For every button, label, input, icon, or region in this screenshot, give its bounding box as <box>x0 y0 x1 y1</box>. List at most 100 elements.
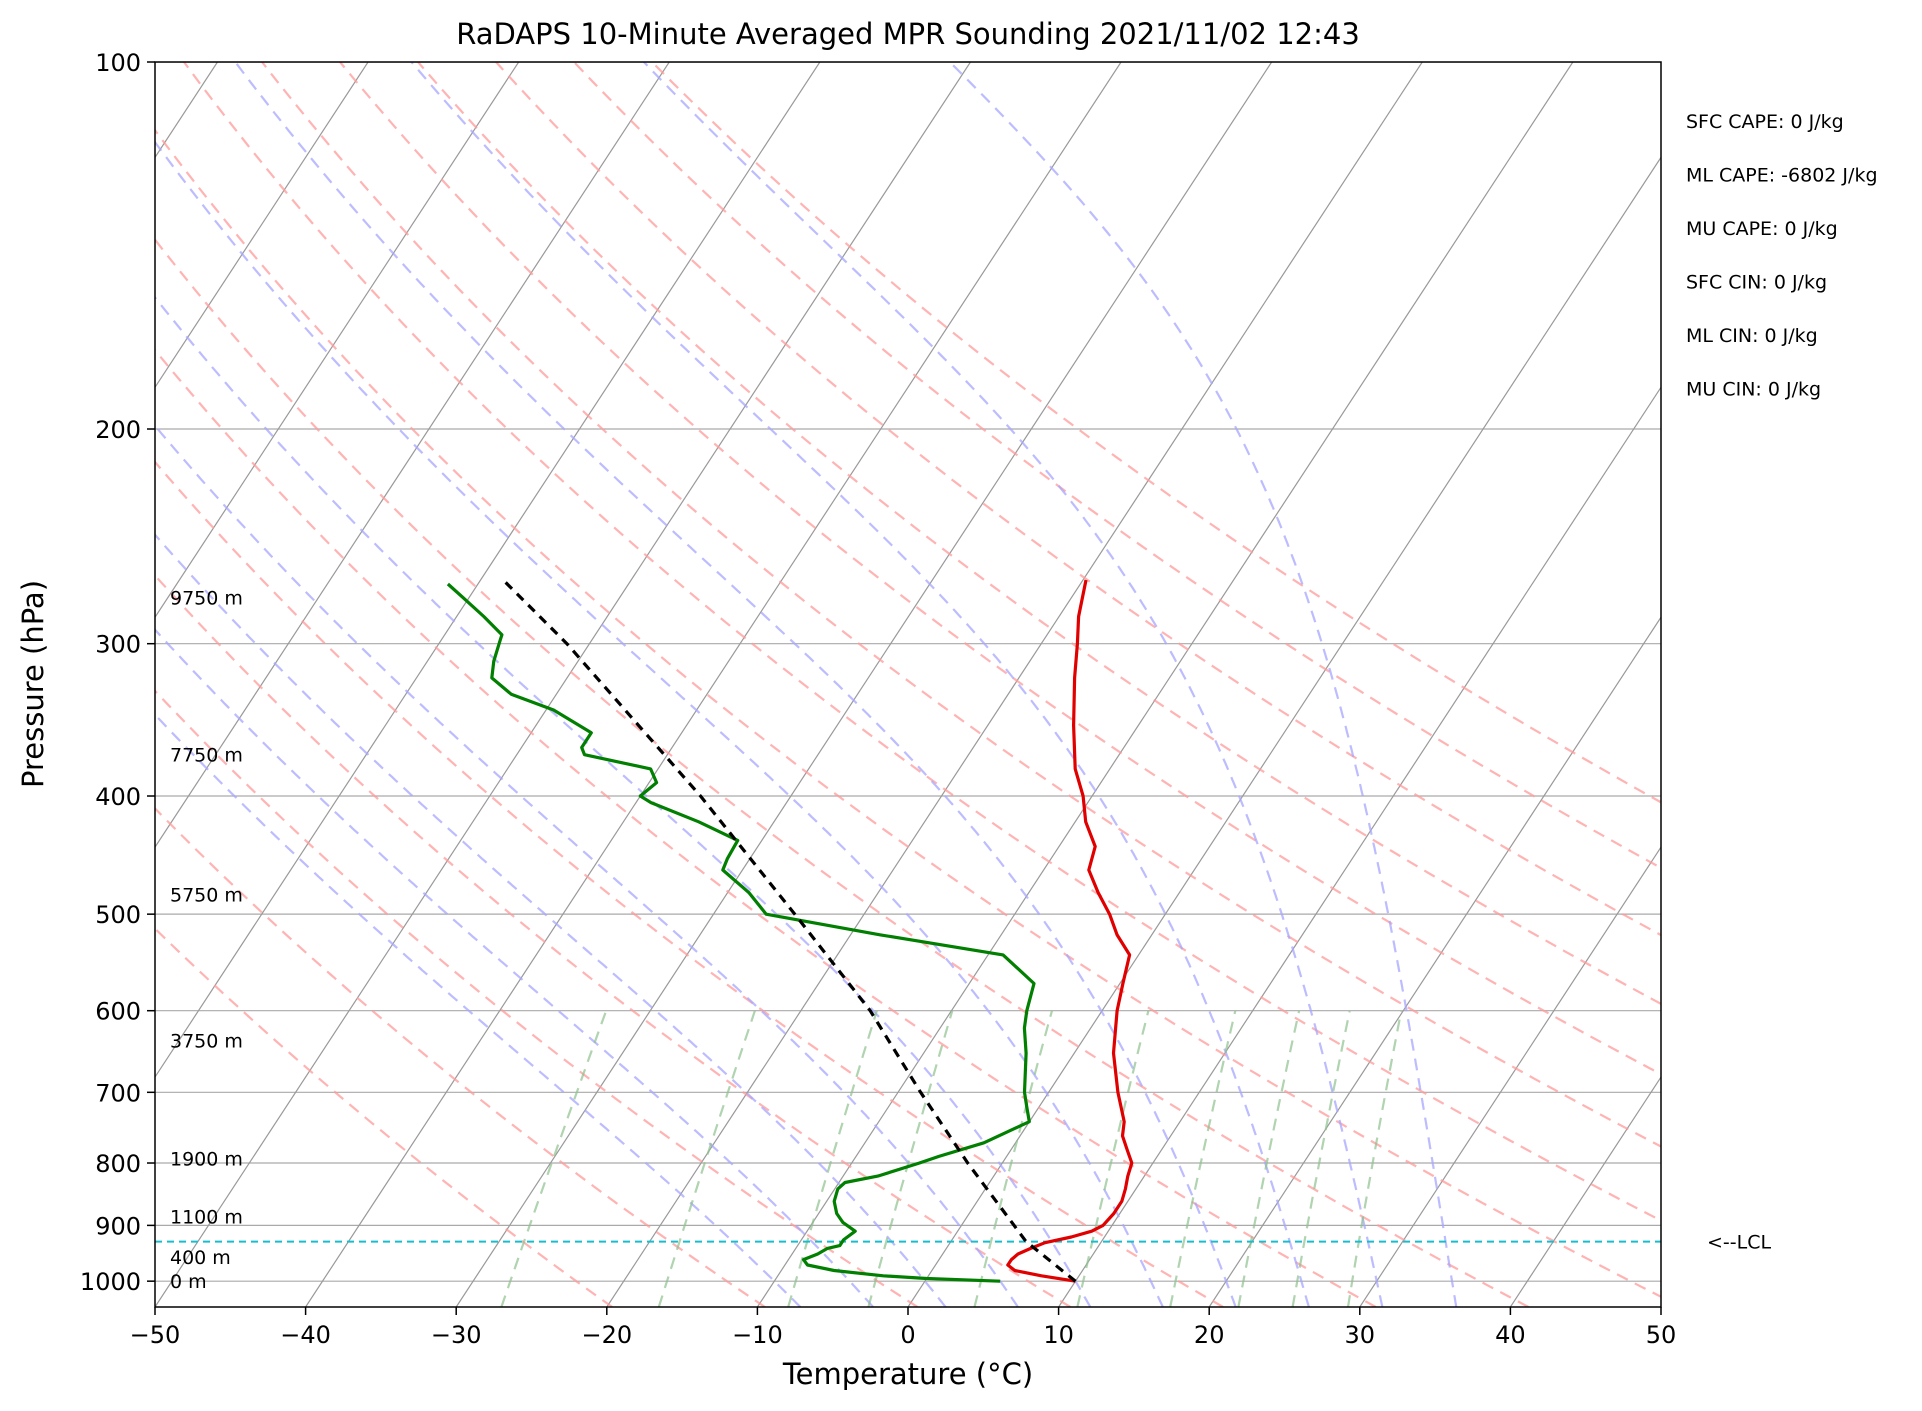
y-tick-label: 800 <box>95 1150 141 1178</box>
height-label: 1900 m <box>170 1148 243 1170</box>
moist-adiabat <box>643 62 1384 1307</box>
stability-index: SFC CAPE: 0 J/kg <box>1686 111 1844 133</box>
height-label: 9750 m <box>170 588 243 610</box>
x-tick-label: 10 <box>1043 1321 1074 1349</box>
x-axis: −50 −40 −30 −20 −10 0 10 20 30 40 50 <box>130 1307 1677 1349</box>
moist-adiabat <box>234 62 1237 1307</box>
dry-adiabat <box>155 460 1224 1307</box>
y-tick-label: 400 <box>95 783 141 811</box>
stability-indices: SFC CAPE: 0 J/kg ML CAPE: -6802 J/kg MU CA… <box>1686 111 1878 401</box>
x-tick-label: 0 <box>900 1321 915 1349</box>
isotherm-gridline <box>1660 1305 1661 1307</box>
isotherm-gridline <box>1509 1075 1661 1307</box>
stability-index: ML CIN: 0 J/kg <box>1686 325 1818 347</box>
plot-frame <box>154 61 1662 1308</box>
height-label: 1100 m <box>170 1207 243 1229</box>
x-axis-label: Temperature (°C) <box>782 1357 1033 1391</box>
moist-adiabat <box>155 424 1019 1307</box>
chart-title: RaDAPS 10-Minute Averaged MPR Sounding 2… <box>456 17 1360 51</box>
isotherm-gridline <box>907 156 1661 1307</box>
moist-adiabat <box>410 62 1310 1307</box>
moist-adiabat <box>155 533 947 1307</box>
isotherm-gridline <box>1359 846 1661 1307</box>
x-tick-label: 50 <box>1646 1321 1677 1349</box>
stability-index: SFC CIN: 0 J/kg <box>1686 272 1827 294</box>
x-tick-label: −20 <box>581 1321 632 1349</box>
isotherm-gridline <box>1058 386 1661 1307</box>
isotherm-gridline <box>455 62 1273 1307</box>
isotherm-gridline <box>155 62 369 389</box>
moist-adiabat <box>949 62 1458 1307</box>
mixing-ratio-line <box>1291 1010 1351 1307</box>
mixing-ratio-line <box>657 1010 756 1307</box>
isotherm-gridline <box>155 62 520 619</box>
mixing-ratio-line <box>1346 1010 1403 1307</box>
y-tick-label: 900 <box>95 1212 141 1240</box>
dry-adiabat <box>155 806 766 1307</box>
dry-adiabat <box>155 237 1530 1307</box>
dry-adiabat <box>183 62 1661 1222</box>
y-tick-label: 100 <box>95 49 141 77</box>
x-tick-label: 20 <box>1194 1321 1225 1349</box>
height-label: 5750 m <box>170 885 243 907</box>
dry-adiabat <box>155 927 613 1307</box>
dry-adiabat <box>573 62 1661 870</box>
plot-area <box>155 62 1661 1307</box>
temperature-profile <box>1006 579 1134 1283</box>
dry-adiabat <box>155 689 919 1307</box>
isotherm-gridline <box>155 62 670 849</box>
mixing-ratio-line <box>973 1010 1054 1307</box>
x-tick-label: −10 <box>732 1321 783 1349</box>
mixing-ratio-line <box>1237 1010 1301 1307</box>
y-tick-label: 200 <box>95 416 141 444</box>
isotherm-gridline <box>155 62 971 1307</box>
x-tick-label: 30 <box>1345 1321 1376 1349</box>
lcl-label: <--LCL <box>1707 1232 1771 1254</box>
stability-index: MU CIN: 0 J/kg <box>1686 379 1821 401</box>
moist-adiabat <box>155 295 1092 1307</box>
height-label: 400 m <box>170 1247 231 1269</box>
dry-adiabat <box>261 62 1661 1148</box>
isotherm-gridline <box>756 62 1574 1307</box>
mixing-ratio-line <box>500 1010 608 1307</box>
y-tick-label: 300 <box>95 631 141 659</box>
isotherm-gridline <box>305 62 1122 1307</box>
x-tick-label: −50 <box>130 1321 181 1349</box>
y-tick-label: 500 <box>95 901 141 929</box>
isotherm-gridline <box>606 62 1423 1307</box>
moist-adiabat <box>155 713 802 1307</box>
height-label: 3750 m <box>170 1031 243 1053</box>
y-axis-label: Pressure (hPa) <box>16 580 50 788</box>
dry-adiabat <box>417 62 1661 1006</box>
dry-adiabat <box>155 128 1661 1298</box>
dry-adiabat <box>651 62 1661 804</box>
moist-adiabat <box>155 628 874 1307</box>
mixing-ratio-line <box>787 1010 878 1307</box>
x-tick-label: 40 <box>1495 1321 1526 1349</box>
y-tick-label: 700 <box>95 1079 141 1107</box>
parcel-profile <box>502 578 1077 1283</box>
dry-adiabat <box>155 348 1377 1307</box>
dewpoint-profile <box>446 582 1036 1283</box>
dry-adiabat <box>339 62 1661 1076</box>
isotherm-gridline <box>1208 616 1661 1307</box>
height-label: 0 m <box>170 1271 207 1293</box>
x-tick-label: −40 <box>280 1321 331 1349</box>
height-label: 7750 m <box>170 745 243 767</box>
stability-index: MU CAPE: 0 J/kg <box>1686 218 1838 240</box>
dry-adiabat <box>155 573 1071 1307</box>
mixing-ratio-line <box>1169 1010 1237 1307</box>
stability-index: ML CAPE: -6802 J/kg <box>1686 165 1878 187</box>
isotherm-gridline <box>155 62 821 1079</box>
mixing-ratio-line <box>1076 1010 1150 1307</box>
dry-adiabat <box>495 62 1661 937</box>
y-tick-label: 1000 <box>80 1268 141 1296</box>
moist-adiabat <box>155 140 1164 1307</box>
y-axis: 1000 900 800 700 600 500 400 300 200 100 <box>80 49 155 1296</box>
mixing-ratio-line <box>867 1010 954 1307</box>
y-tick-label: 600 <box>95 998 141 1026</box>
x-tick-label: −30 <box>431 1321 482 1349</box>
